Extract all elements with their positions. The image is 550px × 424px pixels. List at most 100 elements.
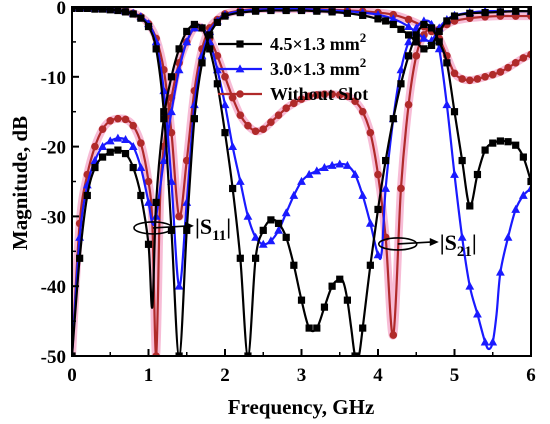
data-point-4-5-1-3-mm-s21 <box>359 11 367 19</box>
annotation-arrow-head <box>184 221 194 230</box>
legend-marker <box>236 40 244 48</box>
data-point-4-5-1-3-mm-s11 <box>382 156 390 165</box>
data-point-4-5-1-3-mm-s11 <box>76 254 84 262</box>
data-point-3-0-1-3-mm-s11 <box>350 169 360 178</box>
data-point-without-slot-s11 <box>458 75 466 83</box>
data-point-4-5-1-3-mm-s11 <box>213 80 221 88</box>
data-point-without-slot-s11 <box>335 91 344 99</box>
data-point-4-5-1-3-mm-s11 <box>259 226 267 234</box>
data-point-3-0-1-3-mm-s21 <box>419 33 429 42</box>
data-point-4-5-1-3-mm-s21 <box>405 31 413 39</box>
data-point-3-0-1-3-mm-s11 <box>121 135 130 144</box>
data-point-without-slot-s11 <box>121 115 130 124</box>
data-point-4-5-1-3-mm-s11 <box>72 352 76 356</box>
data-point-3-0-1-3-mm-s11 <box>526 183 531 192</box>
legend-label: 4.5×1.3 mm2 <box>270 30 366 54</box>
y-tick-label: -40 <box>41 277 66 298</box>
data-point-without-slot-s11 <box>290 99 298 108</box>
legend-entry: 4.5×1.3 mm2 <box>218 30 366 54</box>
data-point-4-5-1-3-mm-s11 <box>328 282 336 290</box>
markers-4-5-1-3-mm-s11 <box>72 20 531 356</box>
data-point-4-5-1-3-mm-s21 <box>427 41 436 49</box>
data-point-3-0-1-3-mm-s11 <box>381 183 391 192</box>
annotation-label: |S21| <box>440 230 477 260</box>
data-point-4-5-1-3-mm-s21 <box>198 59 206 67</box>
data-point-without-slot-s11 <box>343 92 352 101</box>
data-point-4-5-1-3-mm-s11 <box>91 163 99 172</box>
data-point-without-slot-s11 <box>397 184 405 193</box>
x-tick-label: 6 <box>526 365 536 386</box>
x-tick-label: 4 <box>373 365 383 386</box>
data-point-without-slot-s11 <box>412 52 421 60</box>
data-point-4-5-1-3-mm-s11 <box>450 108 459 116</box>
x-tick-label: 1 <box>144 365 154 386</box>
data-point-4-5-1-3-mm-s21 <box>114 7 122 15</box>
data-point-4-5-1-3-mm-s11 <box>221 129 229 137</box>
data-point-4-5-1-3-mm-s11 <box>351 352 359 356</box>
data-point-4-5-1-3-mm-s11 <box>252 254 260 262</box>
y-tick-label: 0 <box>57 0 67 19</box>
data-point-4-5-1-3-mm-s11 <box>229 184 237 193</box>
data-point-4-5-1-3-mm-s11 <box>121 149 130 158</box>
data-point-3-0-1-3-mm-s11 <box>327 160 337 169</box>
data-point-4-5-1-3-mm-s11 <box>458 156 466 165</box>
legend-label-sup: 2 <box>360 30 367 45</box>
data-point-4-5-1-3-mm-s21 <box>412 38 420 46</box>
data-point-3-0-1-3-mm-s11 <box>312 166 322 175</box>
data-point-without-slot-s11 <box>236 111 245 119</box>
data-point-4-5-1-3-mm-s11 <box>290 261 298 269</box>
y-tick-label: -10 <box>41 68 66 89</box>
data-point-4-5-1-3-mm-s21 <box>137 14 145 22</box>
data-point-4-5-1-3-mm-s11 <box>435 38 443 46</box>
data-point-3-0-1-3-mm-s11 <box>289 190 299 199</box>
data-point-4-5-1-3-mm-s21 <box>420 45 428 53</box>
data-point-4-5-1-3-mm-s21 <box>183 226 191 234</box>
data-point-4-5-1-3-mm-s11 <box>106 148 114 156</box>
data-point-without-slot-s11 <box>374 170 382 179</box>
data-point-4-5-1-3-mm-s11 <box>473 170 482 179</box>
data-point-3-0-1-3-mm-s11 <box>274 225 283 234</box>
annotation-ellipse <box>377 237 418 251</box>
x-axis-label: Frequency, GHz <box>228 395 375 419</box>
data-point-4-5-1-3-mm-s11 <box>366 261 374 269</box>
legend-label: 3.0×1.3 mm2 <box>270 55 366 79</box>
data-point-3-0-1-3-mm-s11 <box>297 176 306 185</box>
data-point-3-0-1-3-mm-s11 <box>159 155 169 164</box>
data-point-without-slot-s11 <box>106 116 115 125</box>
data-point-4-5-1-3-mm-s21 <box>267 7 275 15</box>
x-tick-label: 2 <box>220 365 230 386</box>
data-point-4-5-1-3-mm-s21 <box>213 18 221 26</box>
data-point-4-5-1-3-mm-s21 <box>450 12 459 20</box>
data-point-3-0-1-3-mm-s11 <box>113 133 123 142</box>
data-point-3-0-1-3-mm-s11 <box>228 142 238 150</box>
data-point-3-0-1-3-mm-s11 <box>174 65 184 74</box>
x-tick-label: 5 <box>450 365 460 386</box>
data-point-without-slot-s11 <box>313 91 321 99</box>
data-point-without-slot-s11 <box>404 100 413 109</box>
data-point-4-5-1-3-mm-s21 <box>175 352 183 356</box>
data-point-4-5-1-3-mm-s11 <box>167 73 176 81</box>
data-point-4-5-1-3-mm-s11 <box>236 254 244 262</box>
data-point-3-0-1-3-mm-s11 <box>373 250 383 259</box>
data-point-4-5-1-3-mm-s11 <box>343 296 351 304</box>
data-point-without-slot-s11 <box>358 107 367 116</box>
data-point-3-0-1-3-mm-s21 <box>388 14 398 23</box>
x-tick-label: 0 <box>67 365 77 386</box>
data-point-4-5-1-3-mm-s11 <box>83 191 91 200</box>
data-point-4-5-1-3-mm-s21 <box>297 7 306 15</box>
data-point-4-5-1-3-mm-s11 <box>397 80 405 88</box>
data-point-4-5-1-3-mm-s21 <box>397 25 405 33</box>
data-point-4-5-1-3-mm-s21 <box>313 7 321 15</box>
data-point-without-slot-s11 <box>389 331 398 339</box>
data-point-without-slot-s11 <box>504 63 512 72</box>
data-point-4-5-1-3-mm-s11 <box>443 59 451 67</box>
data-point-4-5-1-3-mm-s21 <box>374 15 382 23</box>
data-point-3-0-1-3-mm-s11 <box>320 162 329 171</box>
data-point-4-5-1-3-mm-s11 <box>129 163 137 172</box>
annotation-arrow-line <box>152 225 189 229</box>
data-point-3-0-1-3-mm-s11 <box>136 162 146 171</box>
ticks-layer: 0 1 2 3 4 5 6 0 -10 -20 -30 -40 -50 <box>41 0 536 386</box>
data-point-4-5-1-3-mm-s11 <box>320 303 329 311</box>
data-point-4-5-1-3-mm-s21 <box>443 17 451 25</box>
data-point-4-5-1-3-mm-s21 <box>83 7 91 12</box>
